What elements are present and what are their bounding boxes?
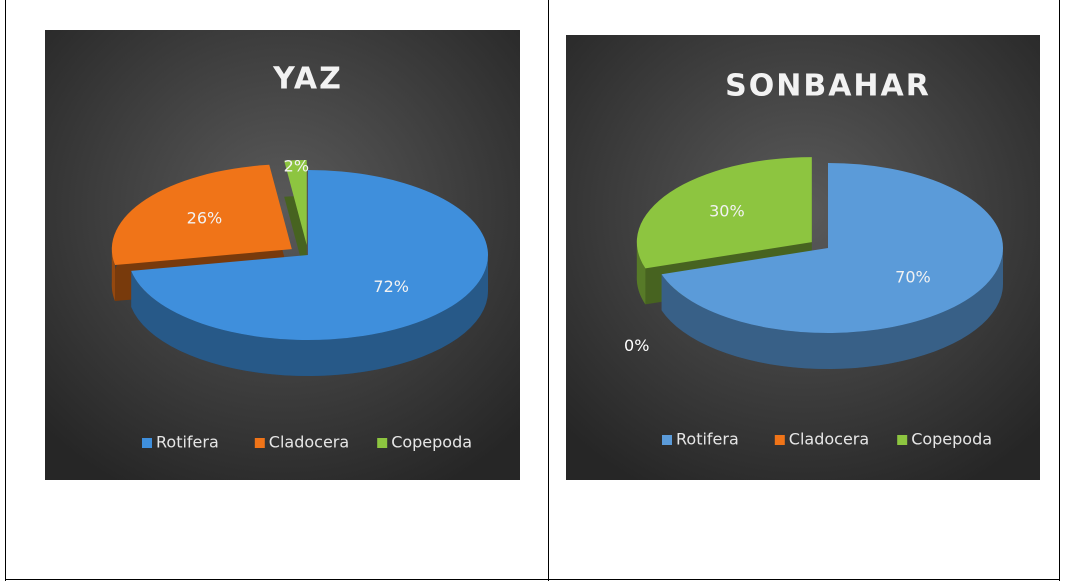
slice	[131, 170, 489, 341]
legend-swatch	[377, 438, 388, 448]
data-label: 70%	[895, 267, 931, 286]
legend-swatch	[774, 435, 785, 445]
legend-label: Copepoda	[911, 430, 992, 449]
slice-side	[661, 248, 1003, 369]
slice-side	[131, 255, 488, 376]
data-label: 0%	[624, 336, 649, 355]
legend-swatch	[254, 438, 265, 448]
data-label: 30%	[709, 202, 745, 221]
slice	[636, 157, 812, 269]
slice	[284, 160, 307, 246]
chart: YAZ 72% 26% 2% Rotifera Cladocera Copepoda	[45, 30, 520, 480]
legend-swatch	[897, 435, 908, 445]
slice	[661, 163, 1003, 333]
slice-side	[111, 249, 116, 302]
legend-swatch	[662, 435, 672, 445]
data-label: 26%	[187, 209, 223, 228]
table-border	[548, 0, 549, 581]
table-border	[5, 0, 6, 581]
legend-label: Rotifera	[156, 433, 219, 452]
legend-label: Cladocera	[789, 430, 869, 449]
chart-title: SONBAHAR	[725, 69, 931, 104]
data-label: 2%	[284, 156, 309, 175]
slice-side	[636, 242, 646, 305]
chart-title: YAZ	[272, 62, 343, 97]
slice	[111, 164, 292, 266]
legend-swatch	[142, 438, 152, 448]
chart: SONBAHAR 70% 0% 30% Rotifera Cladocera Copepod…	[566, 35, 1040, 480]
table-border	[1059, 0, 1060, 581]
legend-label: Cladocera	[269, 433, 349, 452]
legend-label: Rotifera	[676, 430, 739, 449]
data-label: 72%	[373, 277, 409, 296]
table-border	[5, 579, 1060, 580]
legend-label: Copepoda	[391, 433, 472, 452]
